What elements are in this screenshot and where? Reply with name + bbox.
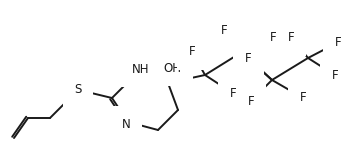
- Text: F: F: [288, 31, 295, 44]
- Text: F: F: [245, 53, 252, 65]
- Text: F: F: [221, 24, 227, 37]
- Text: N: N: [122, 118, 130, 130]
- Text: F: F: [270, 31, 277, 44]
- Text: OH: OH: [163, 61, 181, 75]
- Text: F: F: [230, 87, 236, 100]
- Text: F: F: [189, 45, 195, 58]
- Text: S: S: [74, 83, 82, 95]
- Text: F: F: [335, 36, 342, 49]
- Text: F: F: [300, 91, 307, 105]
- Text: F: F: [332, 69, 338, 82]
- Text: F: F: [247, 95, 254, 108]
- Text: NH: NH: [132, 63, 150, 75]
